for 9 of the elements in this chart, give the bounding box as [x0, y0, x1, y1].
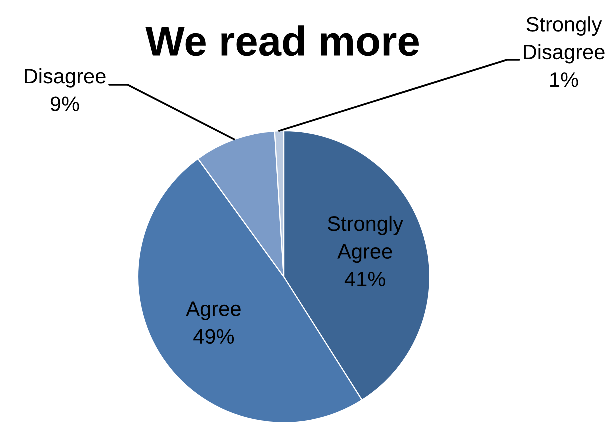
slice-label: Strongly Agree — [328, 216, 404, 264]
slice-label: Disagree — [25, 68, 106, 88]
data-label: 9% — [50, 96, 80, 112]
slice-label: Strongly Disagree — [524, 16, 605, 64]
data-label: 49% — [194, 329, 234, 344]
slice-label: Agree — [186, 302, 241, 320]
chart-title: We read more — [146, 26, 419, 56]
data-label: 41% — [344, 272, 386, 287]
data-label: 1% — [550, 72, 578, 88]
